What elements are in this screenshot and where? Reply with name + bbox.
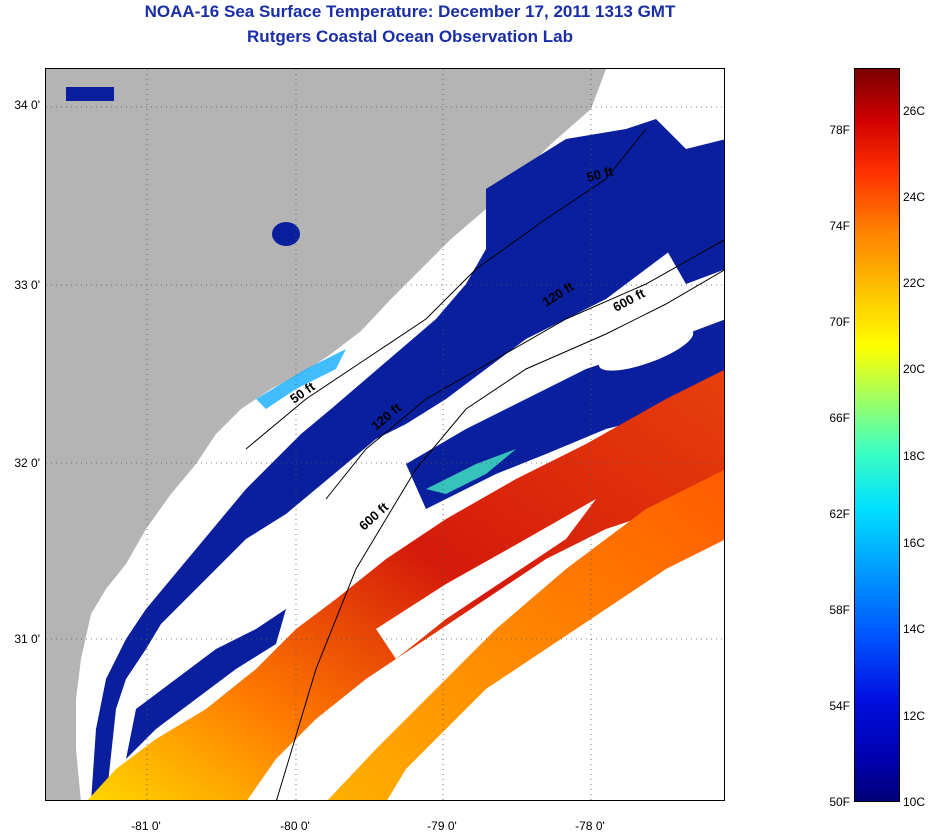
- colorbar-c-label: 14C: [903, 622, 926, 636]
- lat-label-34: 34 0': [14, 98, 40, 112]
- colorbar-f-label: 66F: [829, 411, 850, 425]
- temperature-colorbar: [854, 68, 900, 802]
- colorbar-c-label: 26C: [903, 104, 926, 118]
- colorbar-f-label: 74F: [829, 219, 850, 233]
- colorbar-f-label: 54F: [829, 699, 850, 713]
- cloud-patch: [376, 499, 596, 659]
- warm-offshore-band: [327, 470, 724, 800]
- sst-map-canvas: 50 ft 120 ft 600 ft 50 ft 120 ft 600 ft: [46, 69, 724, 800]
- isobath-label: 50 ft: [585, 163, 615, 185]
- colorbar-c-label: 20C: [903, 362, 926, 376]
- isobath-line-50ft: [245, 128, 647, 450]
- map-subtitle: Rutgers Coastal Ocean Observation Lab: [247, 27, 573, 46]
- lon-label-81: -81 0': [131, 819, 161, 833]
- colorbar-c-label: 16C: [903, 536, 926, 550]
- lat-label-32: 32 0': [14, 456, 40, 470]
- isobath-line-600ft: [276, 269, 724, 800]
- colorbar-c-label: 10C: [903, 795, 926, 809]
- gulf-stream-core: [87, 370, 724, 800]
- colorbar-f-label: 50F: [829, 795, 850, 809]
- map-title: NOAA-16 Sea Surface Temperature: Decembe…: [144, 2, 676, 21]
- lon-label-79: -79 0': [427, 819, 457, 833]
- colorbar-c-label: 22C: [903, 276, 926, 290]
- colorbar-c-label: 24C: [903, 190, 926, 204]
- colorbar-c-label: 12C: [903, 709, 926, 723]
- lat-label-33: 33 0': [14, 278, 40, 292]
- colorbar-f-label: 78F: [829, 123, 850, 137]
- graticule: [46, 69, 724, 800]
- transition-zone: [426, 449, 516, 494]
- colorbar-c-label: 18C: [903, 449, 926, 463]
- colorbar-f-label: 58F: [829, 603, 850, 617]
- lon-label-78: -78 0': [575, 819, 605, 833]
- cold-patch: [666, 169, 724, 284]
- colorbar-f-label: 70F: [829, 315, 850, 329]
- sst-map: 50 ft 120 ft 600 ft 50 ft 120 ft 600 ft: [45, 68, 725, 801]
- isobath-label: 600 ft: [356, 499, 392, 533]
- cloud-patch: [598, 327, 694, 371]
- cold-patch: [272, 222, 300, 246]
- colorbar-f-label: 62F: [829, 507, 850, 521]
- transition-zone: [256, 349, 346, 409]
- isobath-line-120ft: [325, 239, 724, 500]
- cold-patch: [66, 87, 114, 101]
- cloud-patch: [446, 629, 724, 800]
- lon-label-80: -80 0': [280, 819, 310, 833]
- cold-water-south: [126, 609, 286, 759]
- cold-water-nearshore: [91, 119, 724, 800]
- land-area: [46, 69, 606, 800]
- lat-label-31: 31 0': [14, 632, 40, 646]
